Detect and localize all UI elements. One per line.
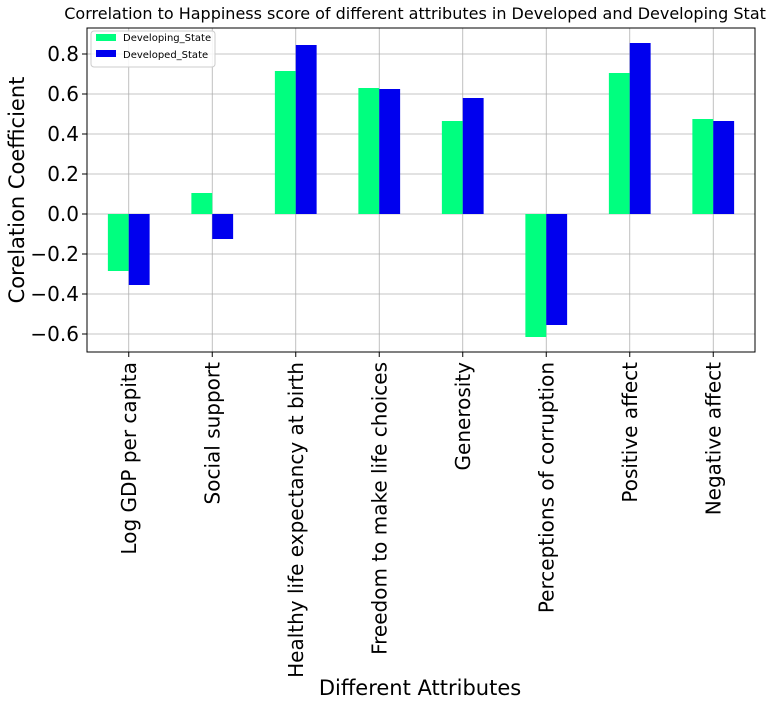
bar-developing-state-healthy-life-expectancy-at-birth: [274, 71, 296, 214]
plot-frame: [86, 27, 756, 353]
x-tick-label-negative-affect: Negative affect: [701, 362, 725, 515]
legend-label-developed-state: Developed_State: [123, 50, 208, 61]
chart-title: Correlation to Happiness score of differ…: [64, 4, 766, 23]
bar-developed-state-perceptions-of-corruption: [546, 214, 568, 325]
ticks: [82, 53, 714, 357]
bar-developing-state-generosity: [441, 121, 463, 214]
bar-developing-state-social-support: [191, 193, 213, 214]
x-tick-labels: Log GDP per capita Social support Healthy …: [117, 362, 726, 678]
y-tick-label: −0.2: [30, 242, 79, 266]
legend: Developing_State Developed_State: [90, 30, 216, 68]
x-tick-label-social-support: Social support: [200, 362, 224, 505]
legend-label-developing-state: Developing_State: [123, 33, 211, 44]
bar-developing-state-log-gdp-per-capita: [107, 214, 129, 271]
bar-developed-state-generosity: [462, 98, 484, 214]
x-tick-label-generosity: Generosity: [451, 362, 475, 471]
x-tick-label-log-gdp-per-capita: Log GDP per capita: [117, 362, 141, 555]
bar-developed-state-social-support: [212, 214, 234, 239]
legend-swatch-developed-state: [96, 50, 116, 57]
y-tick-label: 0.0: [47, 202, 79, 226]
x-axis-label: Different Attributes: [319, 676, 521, 700]
grid: [87, 28, 755, 352]
bars: [107, 43, 735, 337]
x-tick-label-freedom-to-make-life-choices: Freedom to make life choices: [367, 362, 391, 655]
y-tick-label: −0.4: [30, 282, 79, 306]
y-tick-label: 0.4: [47, 122, 79, 146]
y-tick-label: −0.6: [30, 322, 79, 346]
y-tick-label: 0.6: [47, 82, 79, 106]
y-tick-labels: −0.6 −0.4 −0.2 0.0 0.2 0.4 0.6 0.8: [30, 42, 79, 346]
bar-developed-state-log-gdp-per-capita: [128, 214, 150, 285]
legend-swatch-developing-state: [96, 34, 116, 41]
bar-developed-state-healthy-life-expectancy-at-birth: [295, 45, 317, 214]
bar-developed-state-freedom-to-make-life-choices: [379, 89, 401, 214]
y-axis-label: Corelation Coefficient: [5, 77, 29, 304]
y-tick-label: 0.2: [47, 162, 79, 186]
x-tick-label-positive-affect: Positive affect: [618, 362, 642, 503]
bar-developing-state-positive-affect: [608, 73, 630, 214]
x-tick-label-healthy-life-expectancy-at-birth: Healthy life expectancy at birth: [284, 362, 308, 678]
bar-developing-state-freedom-to-make-life-choices: [358, 88, 380, 214]
y-tick-label: 0.8: [47, 42, 79, 66]
bar-developed-state-positive-affect: [629, 43, 651, 214]
bar-developing-state-negative-affect: [692, 119, 714, 214]
bar-developed-state-negative-affect: [713, 121, 735, 214]
x-tick-label-perceptions-of-corruption: Perceptions of corruption: [534, 362, 558, 613]
bar-developing-state-perceptions-of-corruption: [525, 214, 547, 337]
legend-box: [90, 30, 216, 68]
